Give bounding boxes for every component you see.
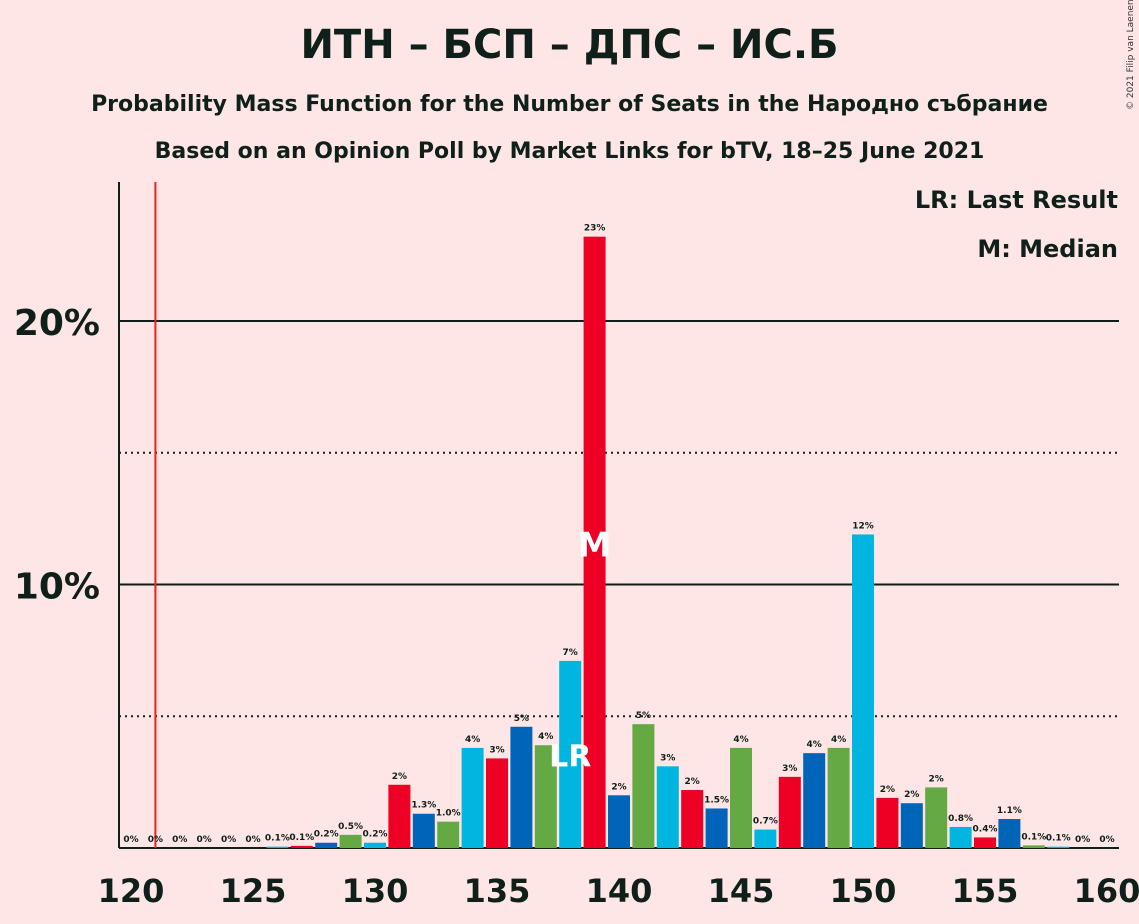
bar-seat-146 [754,829,777,848]
bar-seat-133 [437,821,460,848]
bar-seat-149 [827,747,850,848]
bar-label-125: 0% [245,835,260,845]
bar-seat-150 [852,534,874,848]
chart-source: Based on an Opinion Poll by Market Links… [154,139,985,164]
bar-seat-157 [1022,845,1045,848]
bar-seat-126 [266,846,289,848]
median-marker: M [578,525,612,565]
bar-label-123: 0% [197,835,212,845]
bar-label-131: 2% [392,772,407,782]
x-tick-label: 160 [1074,872,1139,910]
bar-label-158: 0.1% [1046,834,1071,844]
bar-label-147: 3% [782,764,797,774]
bar-label-154: 0.8% [948,814,973,824]
bar-label-132: 1.3% [411,801,436,811]
bar-seat-134 [461,747,484,848]
bar-seat-152 [900,803,923,848]
bar-seat-130 [364,842,386,848]
x-tick-label: 135 [464,872,531,910]
bar-label-136: 5% [514,714,529,724]
bar-seat-141 [632,724,655,848]
bar-label-146: 0.7% [753,817,778,827]
bar-seat-145 [730,747,752,848]
bar-label-133: 1.0% [436,809,461,819]
y-tick-label: 20% [14,303,100,344]
bar-label-128: 0.2% [314,830,339,840]
bar-seat-138 [559,660,582,848]
x-tick-label: 120 [98,872,165,910]
bar-seat-158 [1047,846,1070,848]
bar-label-148: 4% [807,740,822,750]
chart-title: ИТН – БСП – ДПС – ИС.Б [300,22,839,68]
bar-seat-132 [412,813,435,848]
bar-seat-148 [803,753,826,848]
bar-seat-147 [778,776,801,848]
bar-label-144: 1.5% [704,795,729,805]
bar-label-130: 0.2% [363,830,388,840]
bar-seat-139 [583,236,606,848]
legend-last-result: LR: Last Result [914,186,1118,214]
bar-label-134: 4% [465,735,480,745]
bar-seat-135 [486,758,508,848]
bar-label-155: 0.4% [973,824,998,834]
bar-label-142: 3% [660,753,675,763]
x-tick-label: 145 [708,872,775,910]
bar-seat-151 [876,797,899,848]
x-tick-label: 130 [342,872,409,910]
bar-label-140: 2% [611,782,626,792]
bar-seat-144 [705,808,728,848]
last-result-marker: LR [549,739,591,774]
bar-seat-137 [534,745,557,848]
bar-label-160: 0% [1099,835,1114,845]
y-tick-label: 10% [14,567,100,608]
bar-label-141: 5% [636,711,651,721]
bar-label-151: 2% [880,785,895,795]
x-tick-label: 155 [952,872,1019,910]
bar-label-137: 4% [538,732,553,742]
bar-seat-140 [608,795,630,848]
bar-label-129: 0.5% [338,822,363,832]
bar-label-135: 3% [489,745,504,755]
bar-label-120: 0% [123,835,138,845]
bar-seat-136 [510,726,533,848]
bar-label-122: 0% [172,835,187,845]
bar-seat-154 [949,826,972,848]
bar-label-139: 23% [584,224,606,234]
bar-seat-143 [681,790,704,848]
bar-label-138: 7% [563,648,578,658]
bar-seat-155 [974,837,996,848]
bar-seat-153 [925,787,948,848]
bar-seat-129 [339,834,362,848]
bar-label-153: 2% [929,774,944,784]
chart-subtitle: Probability Mass Function for the Number… [91,92,1048,117]
bar-label-157: 0.1% [1021,832,1046,842]
legend-median: M: Median [977,235,1118,263]
bar-seat-131 [388,784,411,848]
bar-label-152: 2% [904,790,919,800]
bar-seat-127 [290,845,313,848]
x-tick-label: 140 [586,872,653,910]
bar-label-145: 4% [733,735,748,745]
bar-seat-156 [998,819,1021,848]
bar-label-150: 12% [852,521,874,531]
bar-seat-128 [315,842,338,848]
bar-label-121: 0% [148,835,163,845]
bar-label-159: 0% [1075,835,1090,845]
bar-label-156: 1.1% [997,806,1022,816]
x-tick-label: 125 [220,872,287,910]
bar-label-149: 4% [831,735,846,745]
bar-label-127: 0.1% [289,833,314,843]
bar-label-124: 0% [221,835,236,845]
x-tick-label: 150 [830,872,897,910]
bar-seat-142 [656,766,679,848]
bar-label-126: 0.1% [265,834,290,844]
bar-label-143: 2% [685,777,700,787]
